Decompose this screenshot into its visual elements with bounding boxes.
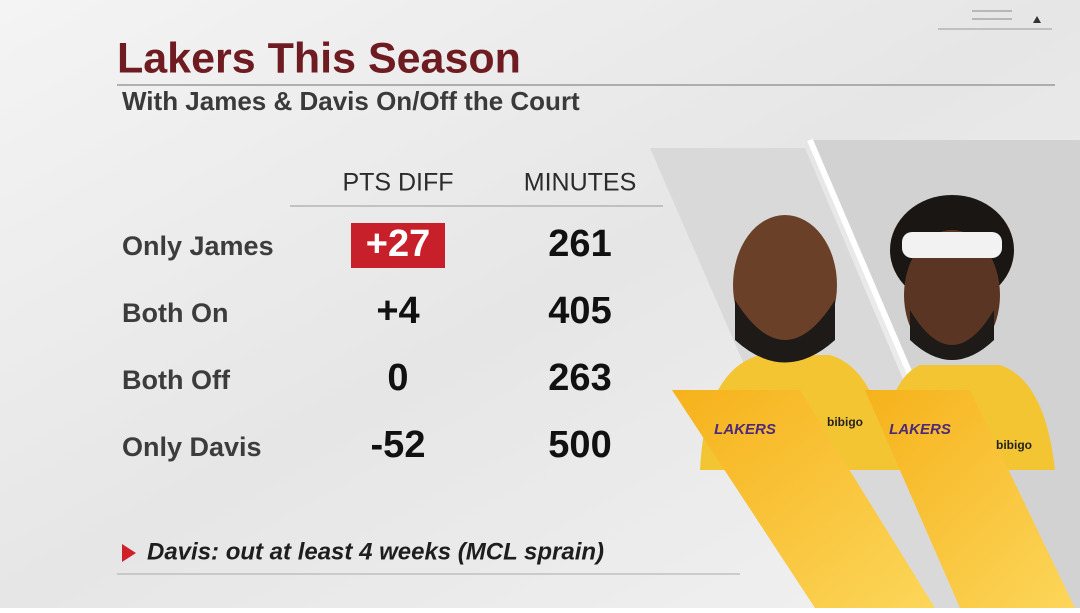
cell-value: 261 [548,223,611,265]
bullet [122,544,136,562]
stripe [672,390,935,608]
row-label: Both On [122,298,228,328]
sponsor: bibigo [827,415,863,429]
sponsor: bibigo [996,438,1032,452]
cell-value: 405 [548,290,611,332]
cell-value: +27 [366,223,430,265]
table: PTS DIFF MINUTES Only James +27 261 Both On +4… [122,169,636,466]
title: Lakers This Season [117,34,521,82]
row-label: Both Off [122,365,231,395]
menu-arrow [1033,16,1041,23]
row-label: Only Davis [122,432,262,462]
highlight-box [351,223,445,268]
cell-value: +4 [376,290,419,332]
logo: LAKERS [889,421,951,438]
cell-value: 500 [548,424,611,466]
beard [735,300,835,363]
cell-value: 263 [548,357,611,399]
column-header: PTS DIFF [342,169,453,197]
head [733,215,837,355]
logo: LAKERS [714,421,776,438]
subtitle: With James & Davis On/Off the Court [122,86,580,116]
cell-value: -52 [371,424,426,466]
stripe [865,390,1075,608]
headband [902,232,1002,258]
beard [910,310,994,360]
head [904,230,1000,360]
footnote: Davis: out at least 4 weeks (MCL sprain) [147,538,604,565]
row-label: Only James [122,231,274,261]
column-header: MINUTES [524,169,637,197]
cell-value: 0 [387,357,408,399]
